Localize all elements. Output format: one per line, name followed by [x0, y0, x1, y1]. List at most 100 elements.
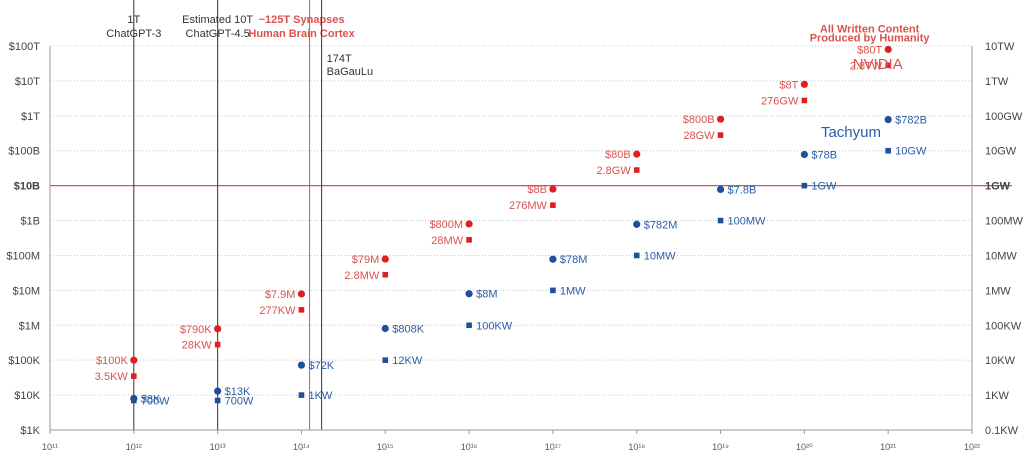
series-brand-label: NVIDIA [853, 56, 903, 73]
nvidia-power-point [550, 202, 556, 208]
nvidia-cost-point [297, 290, 306, 298]
tachyum-power-label: 700W [141, 395, 170, 407]
y-left-tick-label: $10K [14, 390, 40, 402]
x-tick-label: 10¹² [126, 442, 142, 452]
y-left-tick-label: $10M [12, 285, 40, 297]
tachyum-cost-point [800, 150, 808, 159]
tachyum-power-point [633, 252, 640, 259]
y-right-tick-label: 10MW [985, 250, 1017, 262]
x-tick-label: 10²² [964, 442, 980, 452]
tachyum-power-point [801, 182, 808, 189]
nvidia-cost-point [465, 220, 473, 228]
tachyum-cost-label: $7.8B [728, 184, 757, 196]
nvidia-power-point [382, 271, 389, 278]
x-tick-label: 10²¹ [880, 442, 896, 452]
tachyum-cost-point [549, 255, 557, 263]
nvidia-cost-point [381, 255, 389, 263]
nvidia-power-point [717, 132, 724, 138]
x-tick-label: 10¹⁷ [545, 442, 561, 452]
reference-label: ChatGPT-4.5 [186, 28, 250, 40]
tachyum-power-point [382, 357, 389, 363]
tachyum-power-label: 1MW [560, 285, 586, 297]
nvidia-cost-label: $8T [779, 79, 798, 91]
y-right-tick-label: 1KW [985, 390, 1009, 402]
nvidia-cost-point [800, 80, 808, 88]
tachyum-cost-label: $808K [392, 324, 424, 336]
reference-label: Estimated 10T [182, 14, 253, 26]
nvidia-cost-label: $80B [605, 149, 631, 161]
nvidia-cost-label: $79M [352, 254, 380, 266]
nvidia-power-label: 28KW [182, 340, 213, 352]
y-left-tick-label: $100M [6, 250, 40, 262]
x-tick-label: 10¹⁸ [628, 442, 645, 452]
nvidia-cost-label: $790K [180, 324, 212, 336]
reference-label: ChatGPT-3 [106, 28, 161, 40]
tachyum-cost-label: $8K [141, 393, 161, 405]
nvidia-power-point [214, 341, 221, 348]
tachyum-power-point [717, 217, 724, 224]
nvidia-power-label: 28GW [683, 130, 715, 142]
nvidia-power-label: 276GW [761, 95, 799, 107]
nvidia-power-label: 3.5KW [95, 371, 129, 383]
tachyum-power-point [131, 397, 137, 404]
y-left-tick-label: $100T [9, 41, 40, 53]
tachyum-cost-label: $782B [895, 115, 927, 127]
y-left-tick-label: $1K [20, 425, 40, 437]
y-right-tick-label: 100GW [985, 111, 1023, 123]
nvidia-power-point [885, 62, 891, 69]
nvidia-cost-label: $8B [527, 184, 547, 196]
y-right-tick-label: 1GW [985, 181, 1011, 193]
tachyum-cost-label: $782M [644, 219, 678, 231]
tachyum-power-point [550, 287, 556, 294]
x-tick-label: 10¹¹ [42, 442, 58, 452]
nvidia-cost-label: $100K [96, 355, 128, 367]
grid [50, 45, 972, 431]
tachyum-cost-point [381, 324, 389, 333]
x-tick-label: 10¹⁴ [293, 442, 310, 452]
nvidia-power-point [131, 373, 137, 379]
nvidia-cost-point [633, 150, 641, 158]
y-right-tick-label: 10TW [985, 41, 1015, 53]
tachyum-cost-label: $78B [811, 149, 837, 161]
nvidia-cost-point [884, 45, 892, 53]
tachyum-cost-point [214, 387, 222, 395]
y-left-tick-label: $10T [15, 76, 40, 88]
tachyum-power-point [214, 397, 221, 404]
reference-lines: 1T ChatGPT-3 Estimated 10T ChatGPT-4.5 ~125T… [50, 0, 1012, 430]
tachyum-cost-point [465, 290, 473, 298]
y-left-tick-label: $1M [19, 320, 40, 332]
x-tick-label: 10²⁰ [796, 442, 813, 452]
nvidia-power-label: 276MW [509, 200, 548, 212]
y-left-tick-label: $100B [8, 146, 40, 158]
series-brand-label: Tachyum [821, 124, 881, 141]
reference-label: Human Brain Cortex [248, 28, 355, 40]
tachyum-cost-point [716, 185, 725, 194]
reference-label: 1T [127, 14, 140, 26]
nvidia-cost-point [214, 325, 222, 333]
tachyum-cost-label: $72K [308, 360, 334, 372]
tachyum-power-label: 100MW [728, 216, 767, 228]
y-left-tick-label: $10B [14, 181, 40, 193]
nvidia-cost-point [549, 185, 557, 193]
reference-label: 174T [327, 53, 352, 65]
data-series: $100K 3.5KW $790K 28KW $7.9M 277KW $79M 2.8MW $8… [95, 44, 927, 407]
tachyum-power-label: 12KW [392, 355, 423, 367]
y-right-tick-label: 100KW [985, 320, 1022, 332]
y-right-tick-label: 1TW [985, 76, 1009, 88]
tachyum-power-point [298, 392, 305, 398]
nvidia-power-point [466, 237, 472, 243]
nvidia-cost-label: $80T [857, 44, 882, 56]
tachyum-cost-point [884, 115, 892, 124]
x-tick-label: 10¹⁹ [712, 442, 729, 452]
y-left-tick-label: $1T [21, 111, 40, 123]
tachyum-power-point [885, 147, 891, 154]
tachyum-power-label: 700W [225, 395, 254, 407]
nvidia-power-label: 2.8TW [850, 60, 883, 72]
y-left-tick-label: $1B [20, 216, 40, 228]
nvidia-cost-label: $7.9M [265, 289, 296, 301]
tachyum-power-label: 10GW [895, 146, 927, 158]
tachyum-cost-point [633, 220, 641, 228]
y-left-tick-label: $100K [8, 355, 40, 367]
